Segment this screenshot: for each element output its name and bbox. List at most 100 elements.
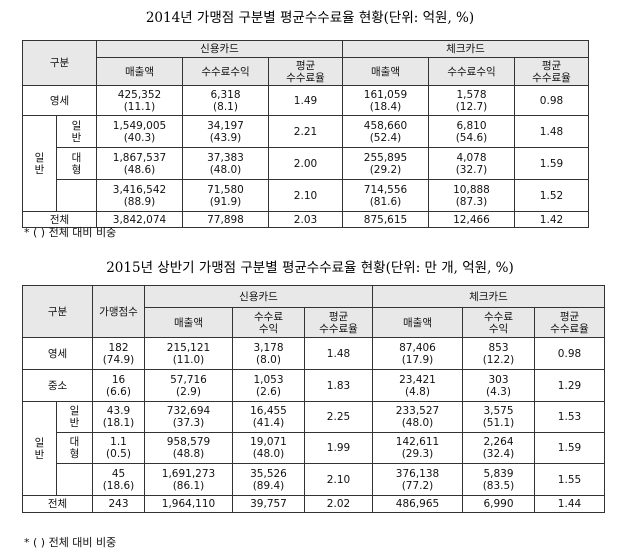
cell: 1.53 — [534, 401, 605, 433]
cell: 35,526 (89.4) — [232, 463, 305, 496]
cell: 43.9 (18.1) — [92, 401, 145, 433]
cell: 1.1 (0.5) — [92, 432, 145, 464]
cell: 37,383 (48.0) — [182, 147, 269, 180]
cell: 853 (12.2) — [462, 337, 535, 370]
cell: 2.25 — [304, 401, 373, 433]
cell: 1.49 — [268, 85, 343, 116]
row-sublabel: 대 형 — [56, 147, 97, 180]
cell: 12,466 — [428, 211, 515, 228]
cell: 1.29 — [534, 369, 605, 402]
header-check-sales: 매출액 — [372, 307, 463, 338]
cell: 0.98 — [534, 337, 605, 370]
cell: 77,898 — [182, 211, 269, 228]
row-label: 영세 — [22, 337, 93, 370]
table-row-total: 전체 243 1,964,110 39,757 2.02 486,965 6,9… — [22, 495, 605, 513]
header-credit-rate: 평균 수수료율 — [268, 57, 343, 86]
table-row: 일 반 일 반 43.9 (18.1) 732,694 (37.3) 16,45… — [22, 401, 605, 496]
row-group-general: 일 반 — [22, 401, 57, 496]
cell: 215,121 (11.0) — [144, 337, 233, 370]
cell: 182 (74.9) — [92, 337, 145, 370]
footnote-2014: * ( ) 전체 대비 비중 — [24, 226, 117, 239]
row-label: 영세 — [22, 85, 97, 116]
cell: 2.10 — [304, 463, 373, 496]
cell: 16,455 (41.4) — [232, 401, 305, 433]
cell: 10,888 (87.3) — [428, 179, 515, 212]
cell: 57,716 (2.9) — [144, 369, 233, 402]
cell: 6,810 (54.6) — [428, 115, 515, 148]
header-group: 구분 — [22, 40, 97, 86]
cell: 1.59 — [534, 432, 605, 464]
header-credit-fee: 수수료수익 — [182, 57, 269, 86]
table-row-total: 전체 3,842,074 77,898 2.03 875,615 12,466 … — [22, 211, 589, 228]
cell: 1,549,005 (40.3) — [96, 115, 183, 148]
cell: 6,990 — [462, 495, 535, 513]
row-sublabel-blank — [56, 463, 93, 496]
header-check-rate: 평균 수수료율 — [534, 307, 605, 338]
table-row: 45 (18.6) 1,691,273 (86.1) 35,526 (89.4)… — [23, 463, 605, 496]
cell: 376,138 (77.2) — [372, 463, 463, 496]
cell: 1.59 — [514, 147, 589, 180]
header-credit-sales: 매출액 — [144, 307, 233, 338]
header-credit: 신용카드 — [144, 285, 373, 308]
cell: 1,691,273 (86.1) — [144, 463, 233, 496]
cell: 1.48 — [304, 337, 373, 370]
header-group: 구분 — [22, 285, 93, 338]
fee-rate-table-2015: 구분 가맹점수 신용카드 체크카드 매출액 수수료 수익 평균 수수료율 매출액… — [22, 285, 605, 513]
header-credit-fee: 수수료 수익 — [232, 307, 305, 338]
cell: 5,839 (83.5) — [462, 463, 535, 496]
row-sublabel: 대 형 — [56, 432, 93, 464]
cell: 1,578 (12.7) — [428, 85, 515, 116]
cell: 16 (6.6) — [92, 369, 145, 402]
cell: 1.44 — [534, 495, 605, 513]
cell: 4,078 (32.7) — [428, 147, 515, 180]
cell: 1.42 — [514, 211, 589, 228]
cell: 161,059 (18.4) — [342, 85, 429, 116]
table-row: 중소 16 (6.6) 57,716 (2.9) 1,053 (2.6) 1.8… — [22, 369, 605, 402]
cell: 714,556 (81.6) — [342, 179, 429, 212]
table-2015-title: 2015년 상반기 가맹점 구분별 평균수수료율 현황(단위: 만 개, 억원,… — [106, 260, 514, 276]
row-sublabel-blank — [56, 179, 97, 212]
table-row: 대 형 1,867,537 (48.6) 37,383 (48.0) 2.00 … — [23, 147, 589, 180]
cell: 0.98 — [514, 85, 589, 116]
table-row: 일 반 일 반 1,549,005 (40.3) 34,197 (43.9) 2… — [22, 115, 589, 212]
header-check-fee: 수수료수익 — [428, 57, 515, 86]
cell: 303 (4.3) — [462, 369, 535, 402]
cell: 39,757 — [232, 495, 305, 513]
cell: 23,421 (4.8) — [372, 369, 463, 402]
row-sublabel: 일 반 — [56, 115, 97, 148]
cell: 2.03 — [268, 211, 343, 228]
table-row: 영세 182 (74.9) 215,121 (11.0) 3,178 (8.0)… — [22, 337, 605, 370]
cell: 2.21 — [268, 115, 343, 148]
cell: 3,178 (8.0) — [232, 337, 305, 370]
cell: 1.99 — [304, 432, 373, 464]
row-group-general: 일 반 — [22, 115, 57, 212]
cell: 2.00 — [268, 147, 343, 180]
fee-rate-table-2014: 구분 신용카드 체크카드 매출액 수수료수익 평균 수수료율 매출액 수수료수익… — [22, 40, 589, 228]
row-label: 중소 — [22, 369, 93, 402]
table-2014-title: 2014년 가맹점 구분별 평균수수료율 현황(단위: 억원, %) — [145, 10, 475, 26]
cell: 142,611 (29.3) — [372, 432, 463, 464]
cell: 1.48 — [514, 115, 589, 148]
header-check-fee: 수수료 수익 — [462, 307, 535, 338]
cell: 255,895 (29.2) — [342, 147, 429, 180]
cell: 1.55 — [534, 463, 605, 496]
cell: 2.10 — [268, 179, 343, 212]
header-credit: 신용카드 — [96, 40, 343, 58]
table-row: 영세 425,352 (11.1) 6,318 (8.1) 1.49 161,0… — [22, 85, 589, 116]
cell: 3,416,542 (88.9) — [96, 179, 183, 212]
row-label: 전체 — [22, 211, 97, 228]
cell: 1,053 (2.6) — [232, 369, 305, 402]
cell: 45 (18.6) — [92, 463, 145, 496]
cell: 87,406 (17.9) — [372, 337, 463, 370]
cell: 1,964,110 — [144, 495, 233, 513]
cell: 458,660 (52.4) — [342, 115, 429, 148]
cell: 2.02 — [304, 495, 373, 513]
cell: 1.52 — [514, 179, 589, 212]
cell: 2,264 (32.4) — [462, 432, 535, 464]
cell: 34,197 (43.9) — [182, 115, 269, 148]
cell: 243 — [92, 495, 145, 513]
cell: 71,580 (91.9) — [182, 179, 269, 212]
header-credit-rate: 평균 수수료율 — [304, 307, 373, 338]
header-check: 체크카드 — [372, 285, 605, 308]
